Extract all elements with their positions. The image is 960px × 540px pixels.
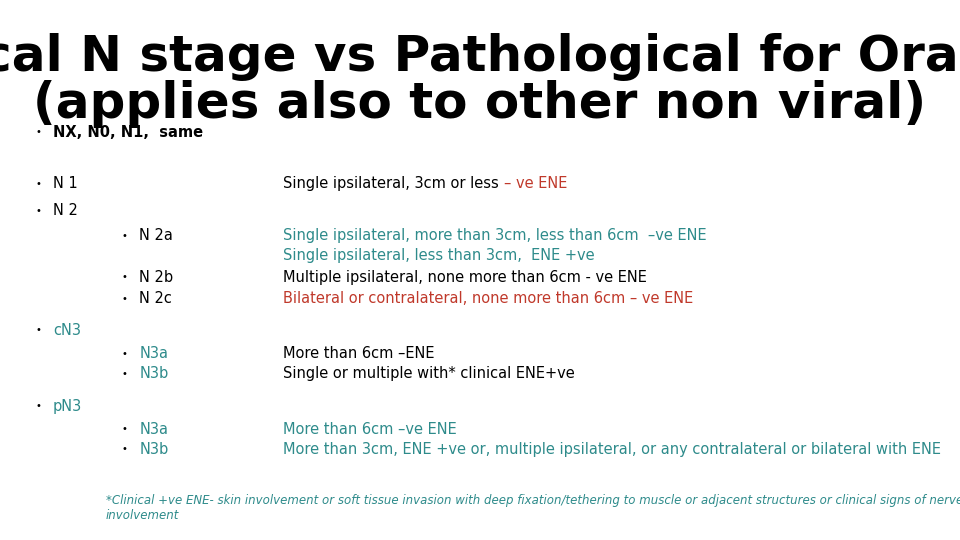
Text: Bilateral or contralateral, none more than 6cm – ve ENE: Bilateral or contralateral, none more th… (283, 291, 693, 306)
Text: •: • (122, 444, 128, 454)
Text: pN3: pN3 (53, 399, 82, 414)
Text: •: • (36, 127, 41, 137)
Text: Single ipsilateral, 3cm or less: Single ipsilateral, 3cm or less (283, 176, 504, 191)
Text: •: • (36, 401, 41, 411)
Text: •: • (122, 424, 128, 434)
Text: More than 6cm –ve ENE: More than 6cm –ve ENE (283, 422, 457, 437)
Text: •: • (122, 272, 128, 282)
Text: N3a: N3a (139, 346, 168, 361)
Text: Single or multiple with* clinical ENE+ve: Single or multiple with* clinical ENE+ve (283, 366, 575, 381)
Text: N3a: N3a (139, 422, 168, 437)
Text: N 2: N 2 (53, 203, 78, 218)
Text: – ve ENE: – ve ENE (504, 176, 567, 191)
Text: *Clinical +ve ENE- skin involvement or soft tissue invasion with deep fixation/t: *Clinical +ve ENE- skin involvement or s… (106, 494, 960, 522)
Text: •: • (122, 294, 128, 303)
Text: More than 3cm, ENE +ve or, multiple ipsilateral, or any contralateral or bilater: More than 3cm, ENE +ve or, multiple ipsi… (283, 442, 941, 457)
Text: Clinical N stage vs Pathological for Oral SCC: Clinical N stage vs Pathological for Ora… (0, 33, 960, 80)
Text: •: • (36, 326, 41, 335)
Text: Single ipsilateral, more than 3cm, less than 6cm  –ve ENE: Single ipsilateral, more than 3cm, less … (283, 228, 707, 244)
Text: •: • (36, 206, 41, 215)
Text: •: • (122, 349, 128, 359)
Text: •: • (122, 369, 128, 379)
Text: Single ipsilateral, less than 3cm,  ENE +ve: Single ipsilateral, less than 3cm, ENE +… (283, 248, 595, 263)
Text: NX, N0, N1,  same: NX, N0, N1, same (53, 125, 203, 140)
Text: N 1: N 1 (53, 176, 78, 191)
Text: (applies also to other non viral): (applies also to other non viral) (34, 80, 926, 127)
Text: N3b: N3b (139, 442, 168, 457)
Text: •: • (36, 179, 41, 188)
Text: N 2b: N 2b (139, 269, 174, 285)
Text: N 2c: N 2c (139, 291, 172, 306)
Text: Multiple ipsilateral, none more than 6cm - ve ENE: Multiple ipsilateral, none more than 6cm… (283, 269, 647, 285)
Text: More than 6cm –ENE: More than 6cm –ENE (283, 346, 435, 361)
Text: N 2a: N 2a (139, 228, 173, 244)
Text: cN3: cN3 (53, 323, 81, 338)
Text: •: • (122, 231, 128, 241)
Text: N3b: N3b (139, 366, 168, 381)
